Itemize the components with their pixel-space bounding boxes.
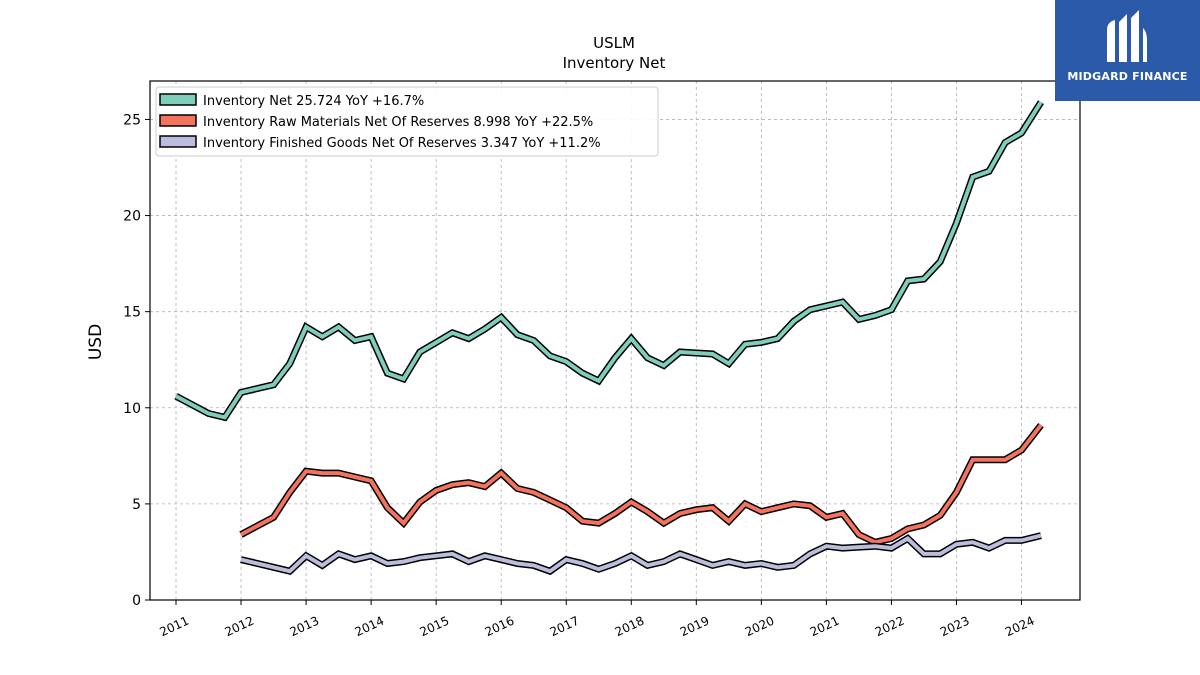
logo-text: MIDGARD FINANCE xyxy=(1067,70,1188,83)
legend-label: Inventory Raw Materials Net Of Reserves … xyxy=(203,115,593,130)
series-line-1 xyxy=(174,100,1044,422)
legend: Inventory Net 25.724 YoY +16.7% Inventory… xyxy=(155,86,659,157)
legend-swatch xyxy=(159,93,197,106)
x-tick-label: 2014 xyxy=(353,614,387,640)
y-axis-label: USD xyxy=(86,324,106,360)
y-tick-label: 15 xyxy=(123,305,141,321)
legend-swatch xyxy=(159,114,197,127)
x-tick-label: 2021 xyxy=(808,614,842,640)
legend-swatch xyxy=(159,135,197,148)
legend-label: Inventory Net 25.724 YoY +16.7% xyxy=(203,94,424,109)
x-tick-label: 2024 xyxy=(1003,614,1037,640)
midgard-finance-logo: MIDGARD FINANCE xyxy=(1055,0,1200,101)
series-line-core xyxy=(175,101,1043,420)
x-tick-label: 2020 xyxy=(743,614,777,640)
logo-mark-icon xyxy=(1107,10,1147,62)
x-tick-label: 2023 xyxy=(938,614,972,640)
x-tick-label: 2011 xyxy=(158,614,192,640)
series-line-core xyxy=(240,423,1043,545)
x-tick-label: 2019 xyxy=(678,614,712,640)
legend-label: Inventory Finished Goods Net Of Reserves… xyxy=(203,136,601,151)
plot-frame xyxy=(149,80,1081,601)
x-tick-label: 2022 xyxy=(873,614,907,640)
x-tick-label: 2017 xyxy=(548,614,582,640)
chart-title: USLM xyxy=(593,34,635,52)
chart-subtitle: Inventory Net xyxy=(563,54,666,72)
grid xyxy=(150,81,1080,601)
x-tick-label: 2016 xyxy=(483,614,517,640)
x-tick-label: 2013 xyxy=(288,614,322,640)
series-line-2 xyxy=(239,422,1044,546)
y-tick-label: 0 xyxy=(132,593,141,609)
y-tick-label: 20 xyxy=(123,209,141,225)
x-tick-label: 2012 xyxy=(223,614,257,640)
series-lines xyxy=(174,100,1044,576)
y-tick-label: 5 xyxy=(132,497,141,513)
series-line-core xyxy=(240,533,1042,574)
x-tick-label: 2015 xyxy=(418,614,452,640)
series-line-3 xyxy=(240,532,1042,576)
y-tick-label: 25 xyxy=(123,112,141,128)
y-tick-label: 10 xyxy=(123,401,141,417)
legend-box xyxy=(155,86,659,157)
x-tick-label: 2018 xyxy=(613,614,647,640)
